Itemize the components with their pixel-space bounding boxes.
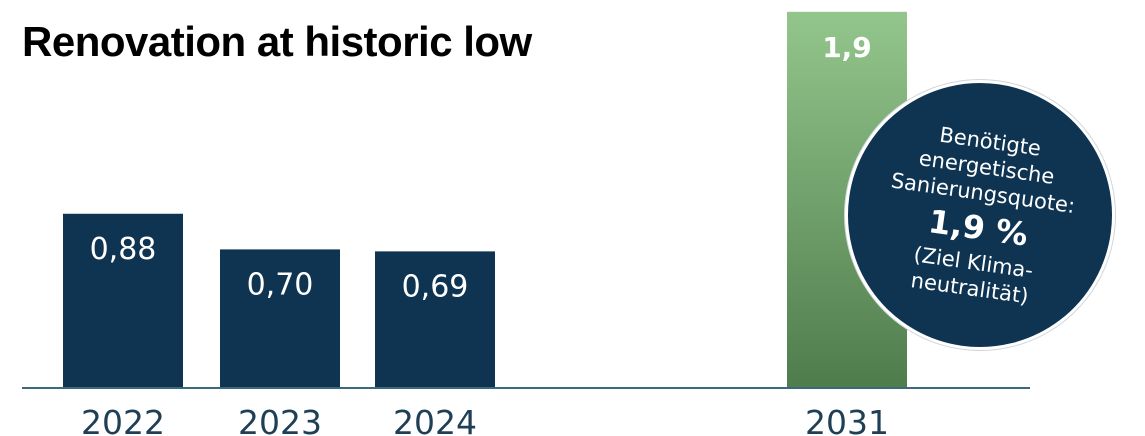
x-tick-label-2023: 2023: [238, 403, 322, 436]
chart-title: Renovation at historic low: [22, 18, 532, 65]
x-tick-label-2022: 2022: [81, 403, 165, 436]
bar-2022: [63, 213, 183, 388]
value-label-2023: 0,70: [247, 267, 314, 302]
bar-2024: [375, 251, 495, 388]
bar-2023: [220, 249, 340, 388]
x-tick-label-2024: 2024: [393, 403, 477, 436]
value-label-2024: 0,69: [402, 269, 469, 304]
value-label-2022: 0,88: [90, 232, 157, 267]
x-tick-label-2031: 2031: [805, 403, 889, 436]
value-label-2031: 1,9: [822, 31, 872, 64]
